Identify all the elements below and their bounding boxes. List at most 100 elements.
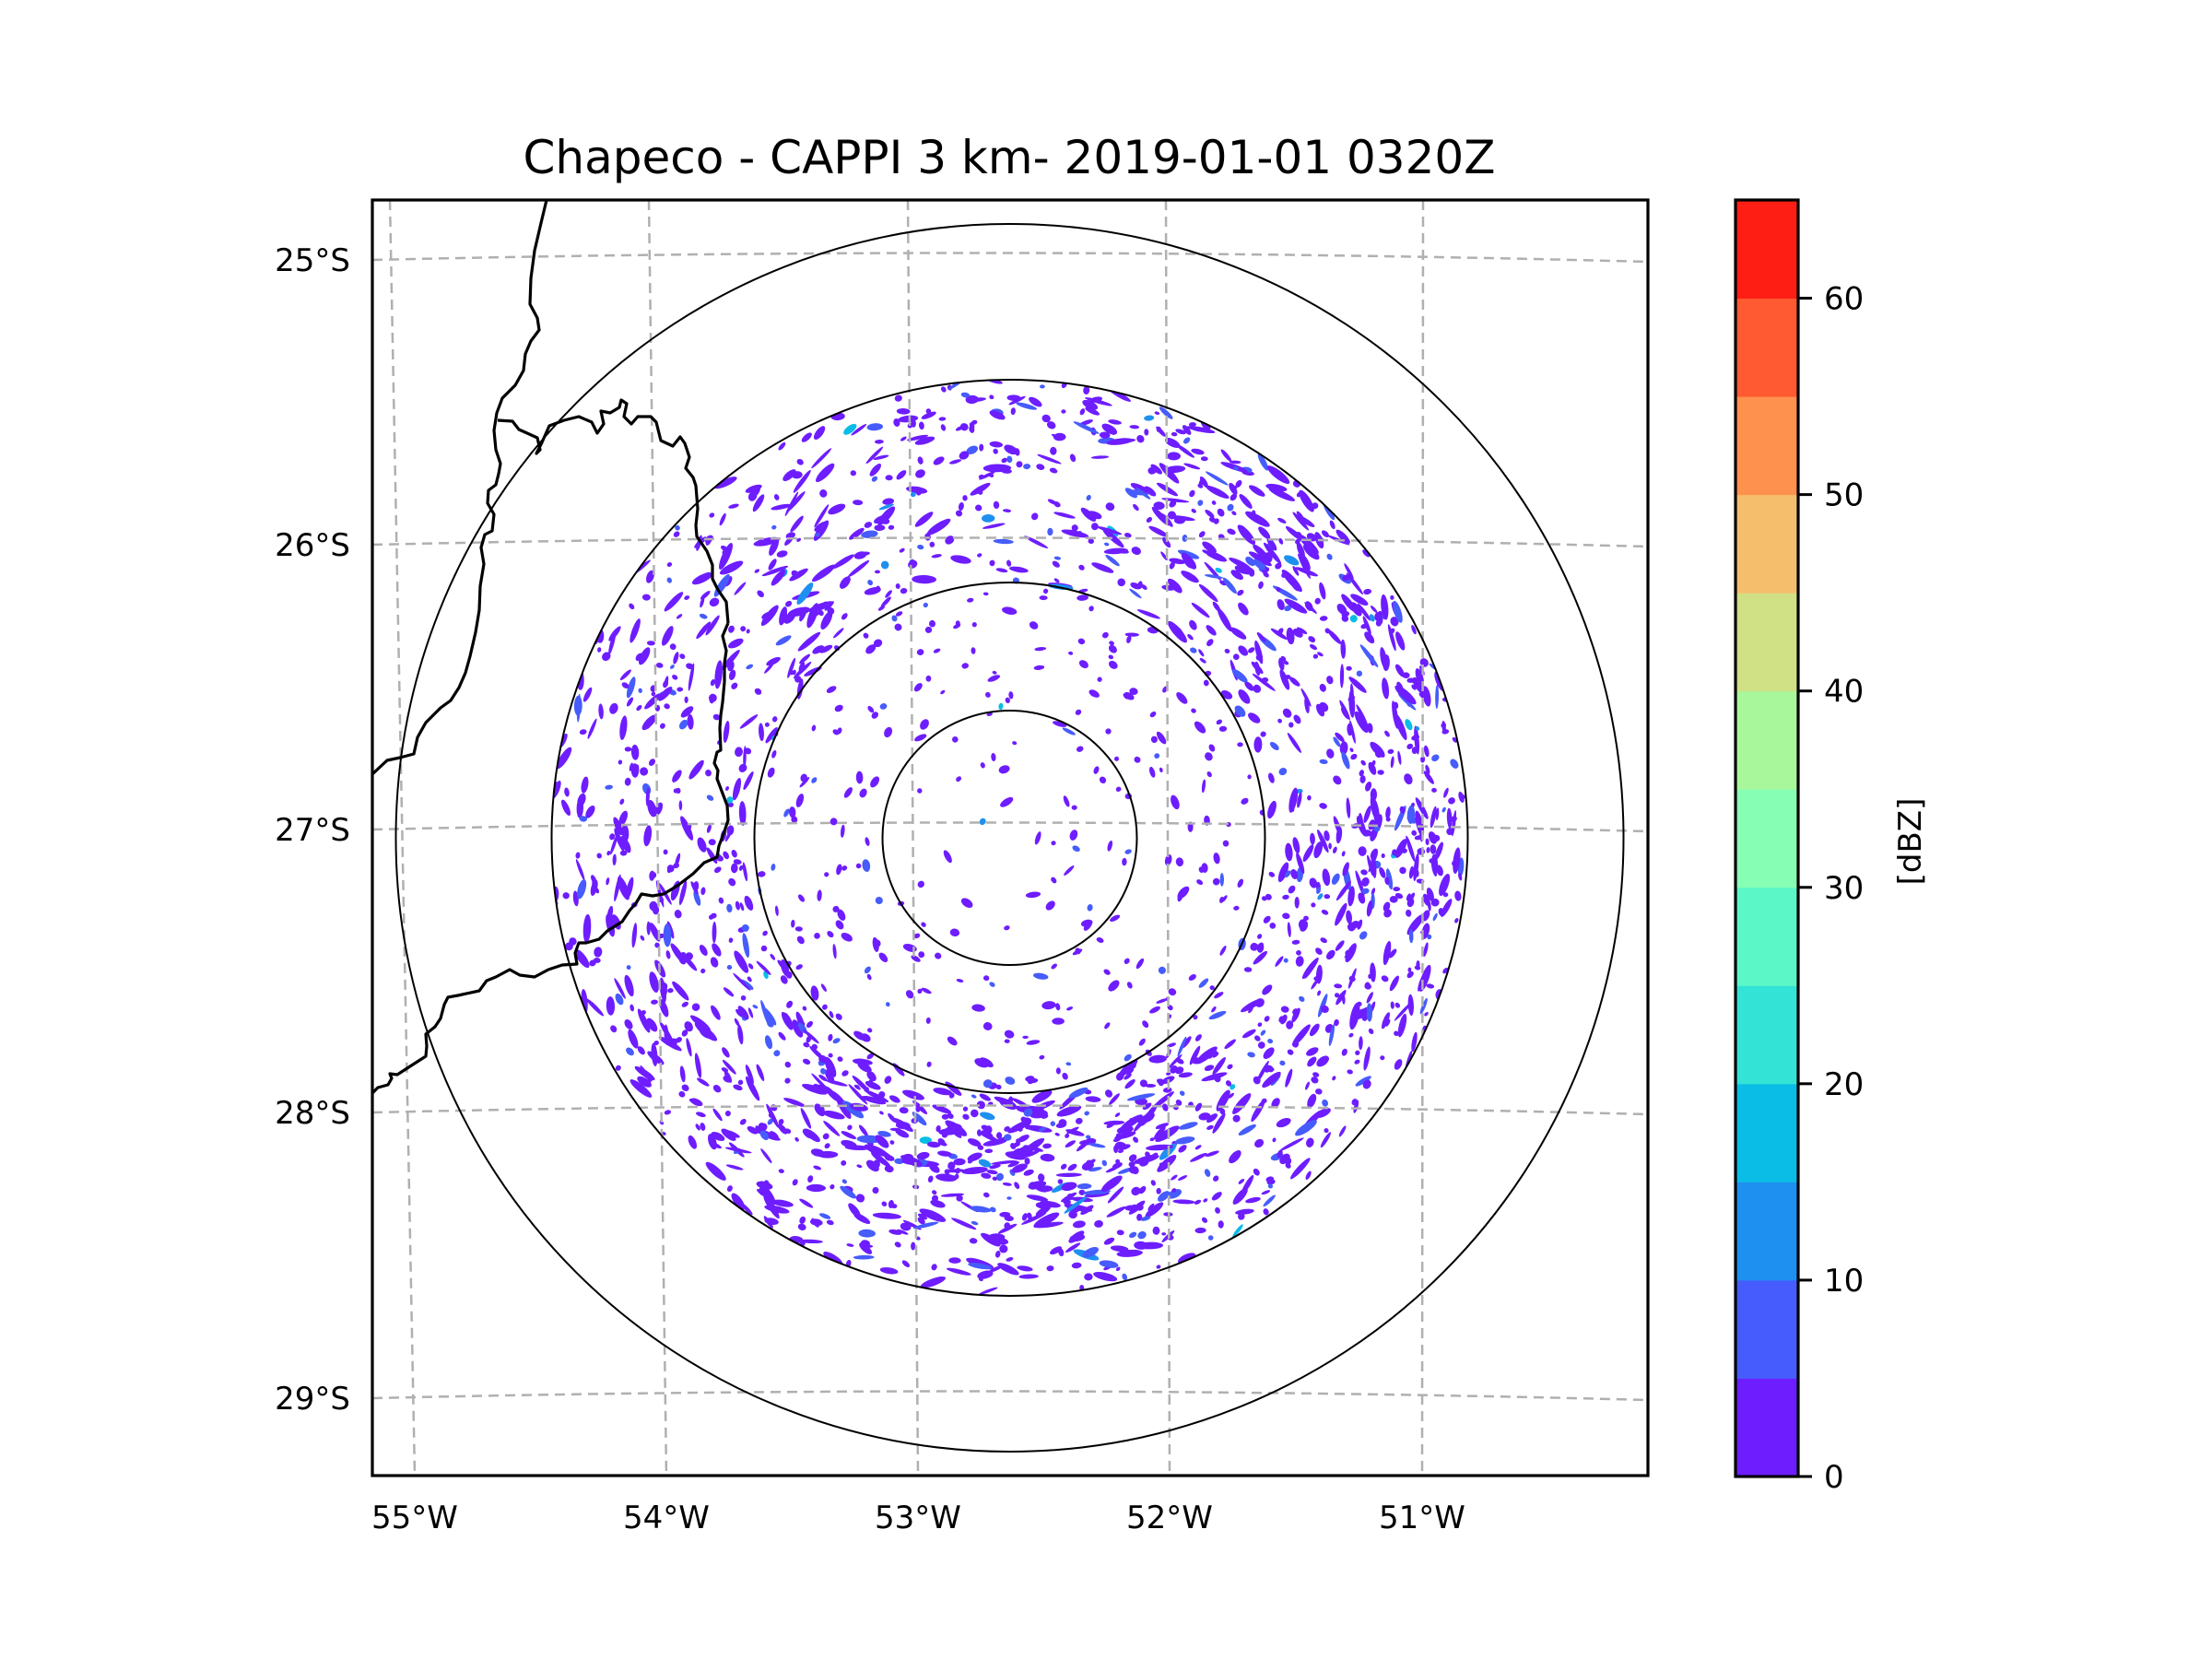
echo-cell: [866, 1071, 877, 1082]
echo-cell: [1212, 1056, 1226, 1076]
echo-cell: [608, 626, 621, 641]
echo-cell: [1178, 1122, 1198, 1130]
echo-cell: [1317, 652, 1324, 657]
echo-cell: [1004, 1030, 1015, 1039]
echo-cell: [1009, 566, 1029, 573]
echo-cell: [1212, 877, 1220, 886]
echo-cell: [1308, 636, 1316, 643]
echo-cell: [955, 1168, 960, 1174]
echo-cell: [1116, 1249, 1143, 1257]
plot-frame: [371, 198, 1650, 1477]
echo-cell: [618, 810, 628, 827]
echo-cell: [1088, 538, 1095, 545]
echo-cell: [602, 652, 611, 662]
echo-cell: [1159, 406, 1173, 419]
echo-cell: [832, 1038, 841, 1044]
echo-cell: [994, 1250, 1001, 1258]
echo-cell: [819, 489, 828, 498]
echo-cell: [680, 706, 694, 718]
echo-cell: [662, 626, 674, 646]
echo-cell: [1276, 1118, 1291, 1128]
echo-cell: [1021, 1213, 1028, 1221]
echo-cell: [1441, 806, 1446, 813]
echo-cell: [723, 851, 730, 860]
echo-cell: [1324, 830, 1330, 841]
echo-cell: [1055, 1172, 1082, 1178]
echo-cell: [982, 523, 1006, 529]
echo-cell: [1412, 867, 1419, 877]
longitude-gridline: [1164, 200, 1171, 1476]
echo-cell: [947, 1036, 958, 1046]
echo-cell: [556, 747, 572, 770]
echo-cell: [1213, 1175, 1219, 1182]
echo-cell: [651, 999, 658, 1005]
echo-cell: [1072, 1220, 1086, 1229]
echo-cell: [814, 521, 829, 532]
echo-cell: [1058, 1119, 1067, 1127]
echo-cell: [1075, 1117, 1083, 1124]
echo-cell: [1007, 1161, 1020, 1168]
echo-cell: [1307, 1056, 1317, 1067]
echo-cell: [734, 582, 747, 595]
colorbar-bin: [1735, 1083, 1798, 1182]
echo-cell: [1266, 1179, 1276, 1185]
echo-cell: [1347, 886, 1355, 907]
echo-cell: [1233, 905, 1240, 911]
echo-cell: [626, 1047, 634, 1056]
echo-cell: [1038, 1173, 1045, 1182]
echo-cell: [808, 601, 834, 613]
echo-cell: [1045, 900, 1055, 911]
echo-cell: [1163, 1087, 1172, 1093]
echo-cell: [1133, 503, 1139, 512]
echo-cell: [1198, 478, 1205, 487]
echo-cell: [962, 1106, 969, 1112]
echo-cell: [611, 914, 621, 930]
echo-cell: [1322, 868, 1331, 887]
echo-cell: [1227, 503, 1234, 512]
echo-cell: [1087, 511, 1102, 520]
echo-cell: [1304, 697, 1310, 713]
echo-cell: [1146, 1144, 1174, 1151]
echo-cell: [768, 559, 777, 571]
echo-cell: [577, 793, 586, 807]
echo-cell: [741, 924, 749, 932]
echo-cell: [643, 825, 653, 847]
echo-cell: [1115, 786, 1122, 792]
echo-cell: [962, 495, 968, 501]
echo-cell: [726, 1185, 733, 1193]
echo-cell: [659, 723, 665, 729]
echo-cell: [1317, 893, 1324, 900]
echo-cell: [1264, 1016, 1270, 1022]
echo-cell: [1338, 1125, 1347, 1137]
echo-cell: [1315, 1088, 1323, 1095]
echo-cell: [1201, 1217, 1208, 1223]
echo-cell: [1014, 1182, 1020, 1190]
echo-cell: [693, 890, 701, 906]
echo-cell: [1037, 453, 1062, 465]
echo-cell: [1232, 669, 1248, 683]
echo-cell: [1310, 832, 1315, 845]
echo-cell: [1302, 844, 1314, 862]
echo-cell: [1102, 528, 1124, 548]
echo-cell: [1169, 500, 1177, 508]
echo-cell: [1015, 1105, 1026, 1111]
echo-cell: [1300, 920, 1309, 932]
echo-cell: [1006, 455, 1013, 464]
echo-cell: [1262, 1071, 1281, 1088]
echo-cell: [1282, 894, 1289, 900]
echo-cell: [1177, 1036, 1187, 1057]
echo-cell: [659, 999, 669, 1018]
echo-cell: [1065, 1140, 1076, 1147]
echo-cell: [1346, 572, 1363, 595]
echo-cell: [762, 930, 768, 936]
echo-cell: [865, 446, 884, 465]
echo-cell: [1241, 1029, 1256, 1039]
echo-cell: [820, 1067, 827, 1075]
echo-cell: [637, 1008, 651, 1033]
echo-cell: [621, 682, 629, 688]
echo-cell: [653, 802, 664, 817]
echo-cell: [1348, 677, 1367, 693]
echo-cell: [745, 1065, 754, 1085]
echo-cell: [1257, 1041, 1265, 1049]
echo-cell: [1169, 561, 1175, 570]
